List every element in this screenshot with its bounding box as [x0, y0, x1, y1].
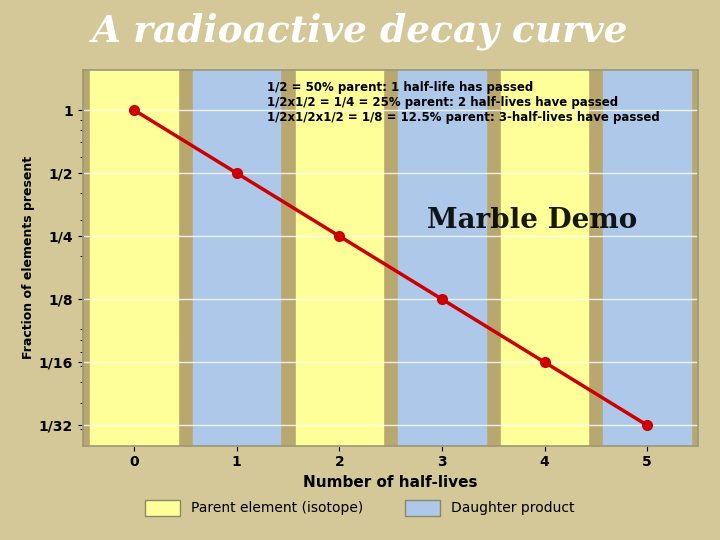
Bar [91, 70, 178, 445]
Bar [296, 70, 383, 445]
Text: A radioactive decay curve: A radioactive decay curve [91, 12, 629, 50]
Bar [603, 70, 690, 445]
Bar [398, 70, 485, 445]
Text: Marble Demo: Marble Demo [427, 207, 637, 234]
X-axis label: Number of half-lives: Number of half-lives [303, 475, 478, 490]
Y-axis label: Fraction of elements present: Fraction of elements present [22, 156, 35, 360]
Legend: Parent element (isotope), Daughter product: Parent element (isotope), Daughter produ… [140, 494, 580, 521]
Bar [501, 70, 588, 445]
Bar [193, 70, 280, 445]
Text: 1/2 = 50% parent: 1 half-life has passed
1/2x1/2 = 1/4 = 25% parent: 2 half-live: 1/2 = 50% parent: 1 half-life has passed… [268, 82, 660, 124]
